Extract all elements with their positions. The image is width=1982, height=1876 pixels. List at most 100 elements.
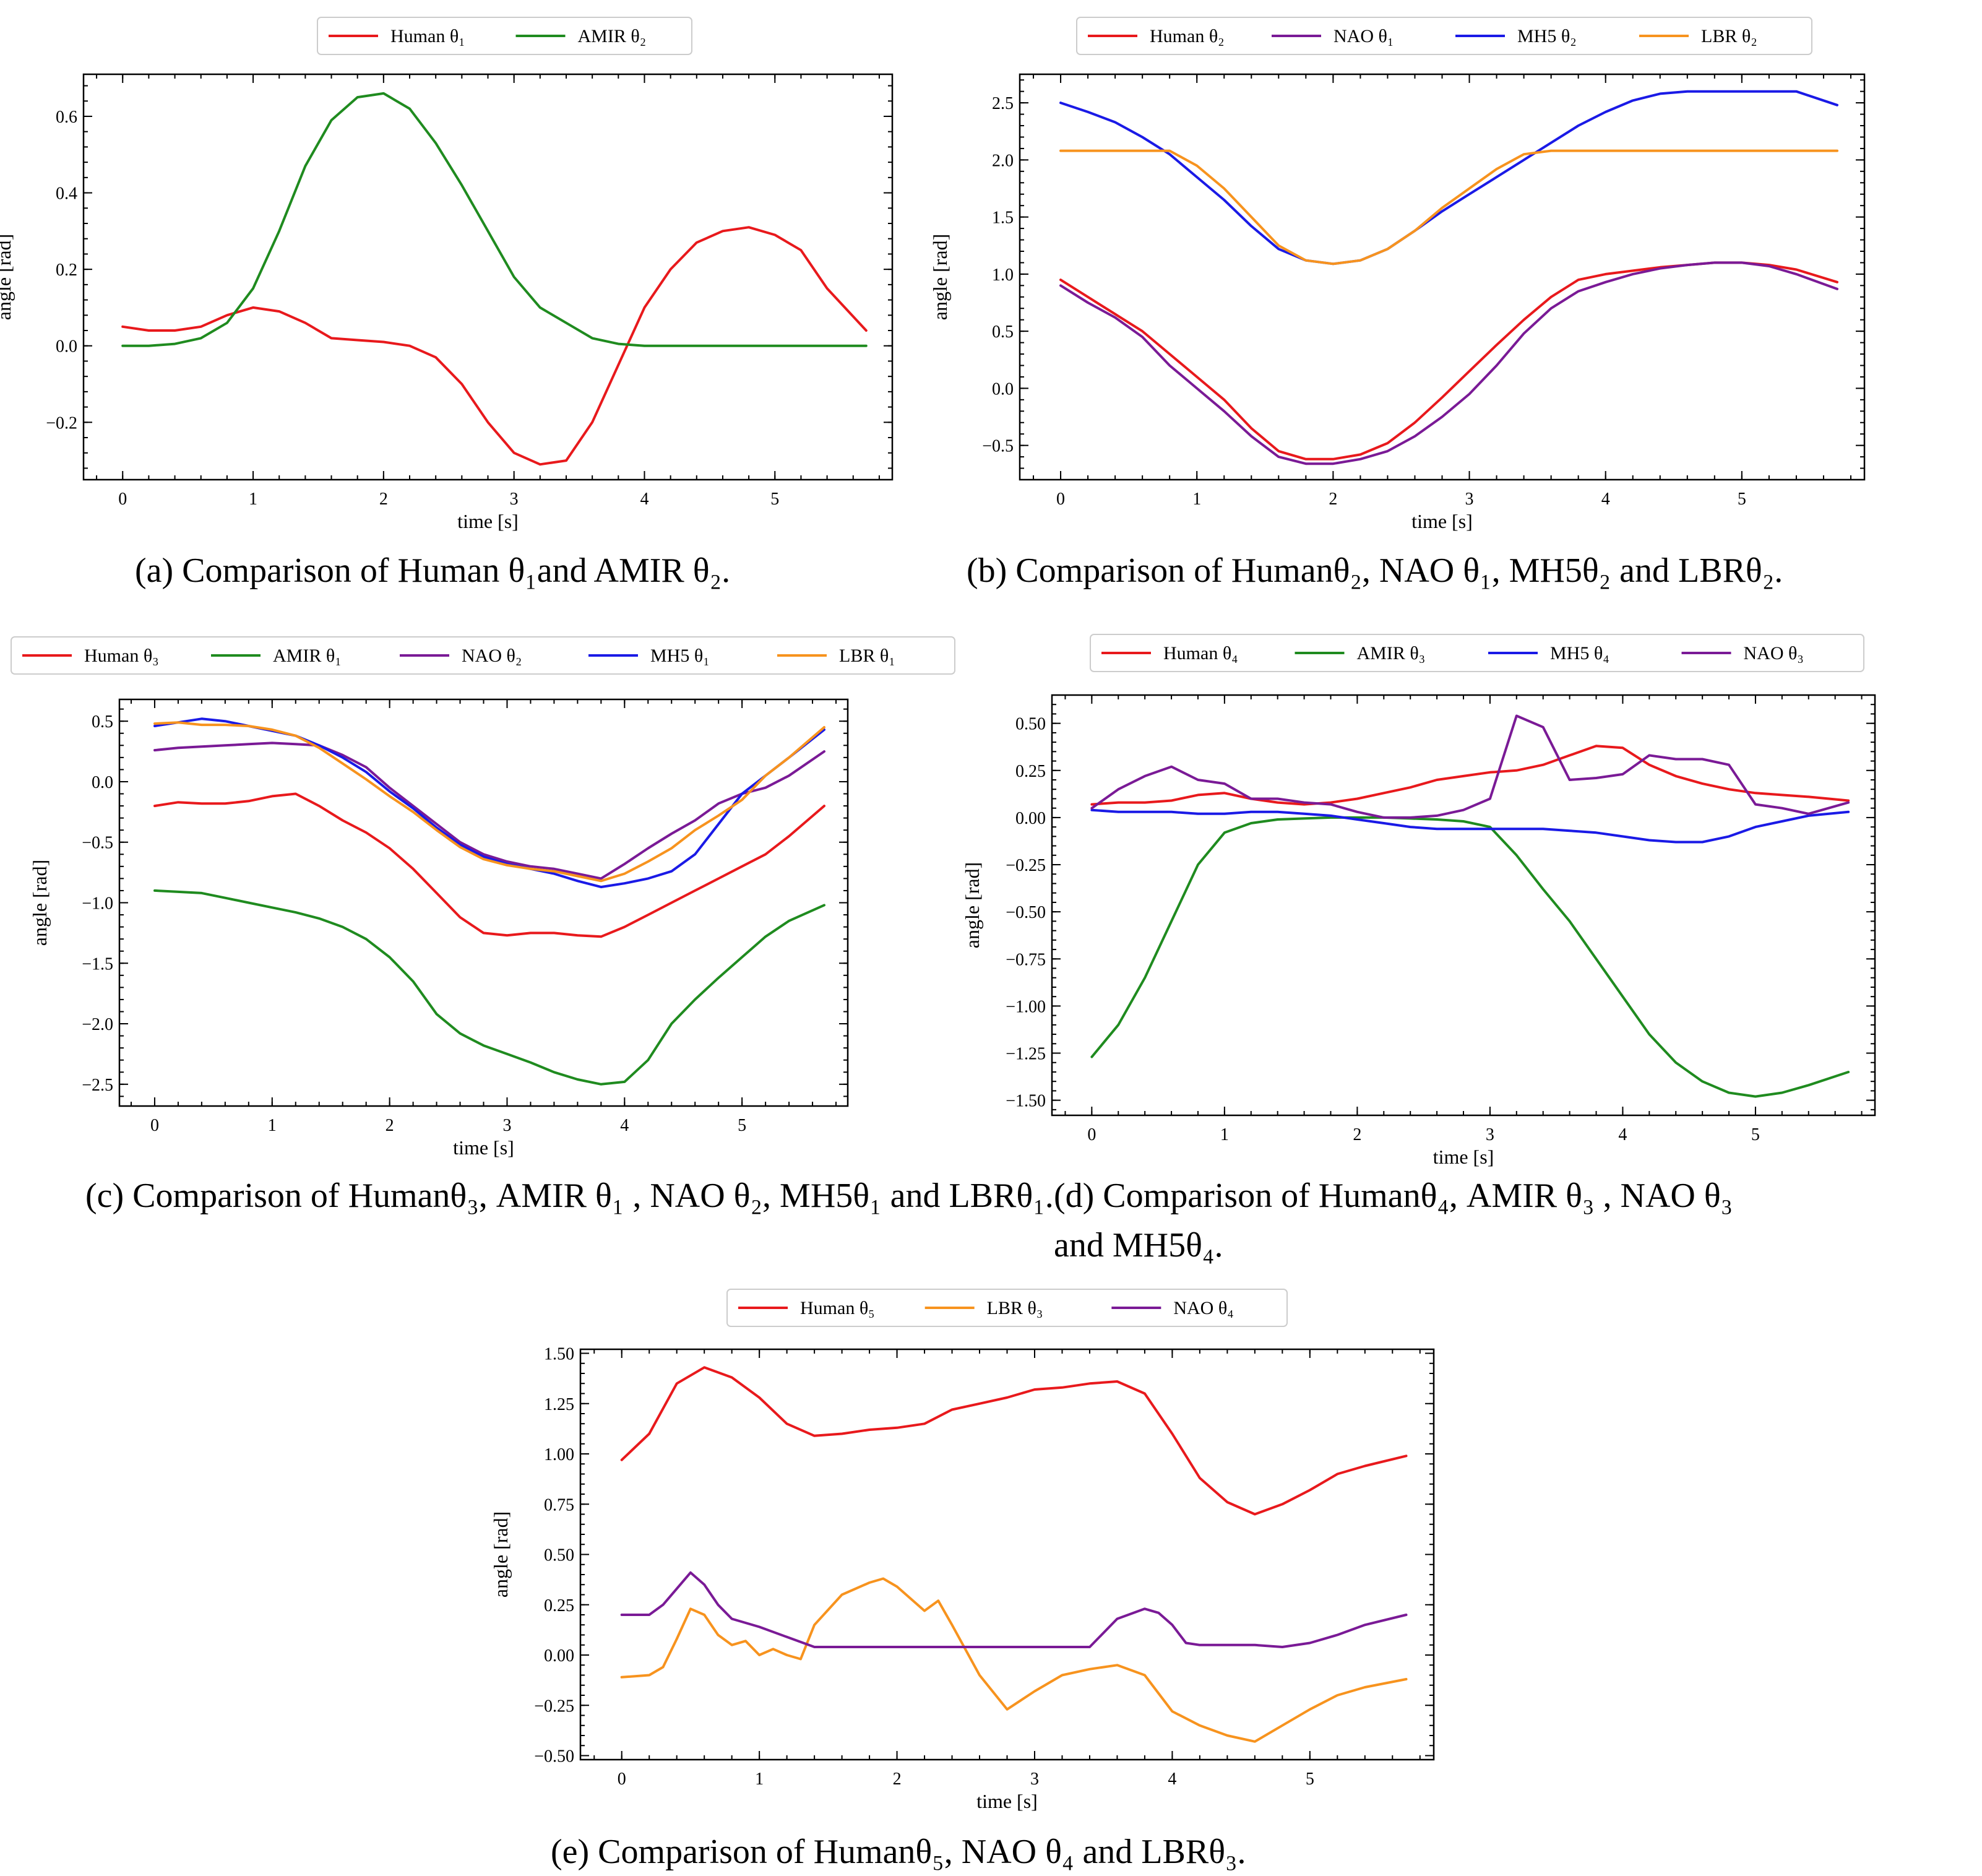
x-tick-label: 2	[379, 490, 388, 509]
x-tick-label: 5	[738, 1116, 746, 1135]
series-line-d-3	[1090, 714, 1850, 819]
y-tick-label: −0.75	[1006, 950, 1046, 969]
legend-frame	[317, 17, 692, 55]
x-tick-label: 1	[1220, 1125, 1229, 1144]
series-line-c-2	[153, 741, 825, 880]
x-axis-title: time [s]	[976, 1790, 1038, 1812]
legend-label: Human θ₅	[800, 1298, 875, 1318]
series-line-b-2	[1059, 90, 1838, 266]
y-tick-label: 1.25	[544, 1395, 574, 1414]
legend-a: Human θ₁ AMIR θ₂	[317, 17, 692, 55]
x-axis-title: time [s]	[1411, 510, 1473, 532]
figure-caption-d: (d) Comparison of Humanθ₄, AMIR θ₃ , NAO…	[1054, 1177, 1733, 1264]
x-tick-label: 2	[386, 1116, 394, 1135]
series-line-c-0	[153, 792, 825, 938]
chart-panel-e: 0 1 2 3 4 5 −0.50 −0.25 0.00 0.25 0.50 0.75 1.00 1.25…	[489, 1289, 1435, 1871]
x-tick-label: 3	[1465, 490, 1474, 509]
legend-b: Human θ₂ NAO θ₁ MH5 θ₂ LBR θ₂	[1076, 17, 1812, 55]
y-tick-label: −0.2	[46, 413, 77, 433]
x-tick-label: 2	[893, 1770, 902, 1789]
x-tick-label: 1	[755, 1770, 764, 1789]
legend-e: Human θ₅ LBR θ₃ NAO θ₄	[726, 1289, 1288, 1327]
legend-label: Human θ₂	[1150, 26, 1225, 46]
y-tick-label: 1.5	[992, 209, 1014, 228]
series-line-e-2	[620, 1571, 1408, 1648]
series-line-d-0	[1090, 745, 1850, 806]
x-tick-label: 0	[1056, 490, 1065, 509]
x-tick-label: 0	[118, 490, 127, 509]
legend-label: NAO θ₂	[462, 646, 522, 666]
x-tick-label: 5	[770, 490, 779, 509]
legend-c: Human θ₃ AMIR θ₁ NAO θ₂ MH5 θ₁ LBR θ₁	[11, 636, 955, 675]
y-tick-label: −0.50	[1006, 903, 1046, 922]
y-axis-title: angle [rad]	[961, 862, 983, 948]
x-tick-label: 3	[1030, 1770, 1039, 1789]
series-line-d-1	[1090, 816, 1850, 1098]
x-tick-label: 4	[640, 490, 648, 509]
y-axis-title: angle [rad]	[929, 234, 951, 320]
y-axis-title: angle [rad]	[28, 860, 51, 946]
legend-label: NAO θ₃	[1744, 643, 1804, 664]
x-tick-label: 0	[618, 1770, 626, 1789]
x-tick-label: 2	[1329, 490, 1337, 509]
series-line-d-2	[1090, 808, 1850, 844]
plot-frame-e	[579, 1348, 1435, 1761]
legend-label: NAO θ₄	[1173, 1298, 1233, 1318]
x-tick-label: 0	[1087, 1125, 1096, 1144]
x-tick-label: 4	[620, 1116, 629, 1135]
legend-label: Human θ₁	[390, 26, 465, 46]
series-line-b-1	[1059, 261, 1838, 465]
figure-caption-c: (c) Comparison of Humanθ₃, AMIR θ₁ , NAO…	[85, 1177, 1054, 1215]
y-tick-label: 1.50	[544, 1345, 574, 1364]
y-tick-label: −0.25	[534, 1697, 574, 1716]
legend-label: AMIR θ₁	[273, 646, 342, 666]
series-line-e-0	[620, 1366, 1408, 1516]
legend-d: Human θ₄ AMIR θ₃ MH5 θ₄ NAO θ₃	[1090, 634, 1864, 672]
x-tick-label: 5	[1738, 490, 1746, 509]
chart-panel-a: 0 1 2 3 4 5 −0.2 0.0 0.2 0.4 0.6 time [s] angle [rad…	[0, 17, 894, 590]
y-tick-label: 2.0	[992, 151, 1014, 170]
x-tick-label: 4	[1601, 490, 1610, 509]
series-line-c-4	[153, 721, 825, 883]
x-tick-label: 5	[1751, 1125, 1760, 1144]
x-tick-label: 4	[1168, 1770, 1176, 1789]
y-tick-label: −2.5	[82, 1076, 113, 1095]
legend-label: AMIR θ₃	[1357, 643, 1426, 664]
x-axis-title: time [s]	[457, 510, 519, 532]
x-tick-label: 1	[249, 490, 257, 509]
x-tick-label: 0	[150, 1116, 159, 1135]
plot-frame-a	[82, 73, 894, 481]
legend-label: LBR θ₃	[987, 1298, 1043, 1318]
legend-label: NAO θ₁	[1334, 26, 1394, 46]
x-tick-label: 3	[502, 1116, 511, 1135]
y-tick-label: 1.0	[992, 266, 1014, 285]
y-tick-label: 0.5	[92, 712, 113, 732]
x-tick-label: 2	[1353, 1125, 1361, 1144]
figure-caption-e: (e) Comparison of Humanθ₅, NAO θ₄ and LB…	[551, 1833, 1246, 1871]
legend-label: MH5 θ₄	[1550, 643, 1609, 664]
y-tick-label: −0.5	[82, 834, 113, 853]
legend-label: LBR θ₁	[839, 646, 895, 666]
chart-panel-d: 0 1 2 3 4 5 −1.50 −1.25 −1.00 −0.75 −0.50 −0.25 0.00…	[961, 634, 1876, 1264]
legend-frame	[1076, 17, 1812, 55]
y-tick-label: 0.2	[56, 261, 77, 280]
x-tick-label: 4	[1618, 1125, 1627, 1144]
y-tick-label: 0.0	[56, 337, 77, 357]
y-tick-label: 0.25	[1015, 762, 1046, 781]
legend-frame	[726, 1289, 1288, 1327]
legend-label: Human θ₄	[1163, 643, 1238, 664]
x-tick-label: 3	[510, 490, 519, 509]
x-axis-title: time [s]	[453, 1136, 514, 1159]
chart-panel-b: 0 1 2 3 4 5 −0.5 0.0 0.5 1.0 1.5 2.0 2.5 time [s] angl…	[929, 17, 1866, 590]
y-tick-label: −0.25	[1006, 856, 1046, 875]
plot-frame-c	[118, 698, 849, 1107]
y-tick-label: −1.00	[1006, 997, 1046, 1016]
y-tick-label: 1.00	[544, 1445, 574, 1464]
y-tick-label: 0.50	[1015, 715, 1046, 734]
y-axis-title: angle [rad]	[489, 1511, 512, 1597]
figure-caption-a: (a) Comparison of Human θ₁and AMIR θ₂.	[135, 551, 730, 590]
y-tick-label: −2.0	[82, 1015, 113, 1034]
y-tick-label: −0.5	[982, 437, 1014, 456]
y-tick-label: 0.5	[992, 322, 1014, 342]
